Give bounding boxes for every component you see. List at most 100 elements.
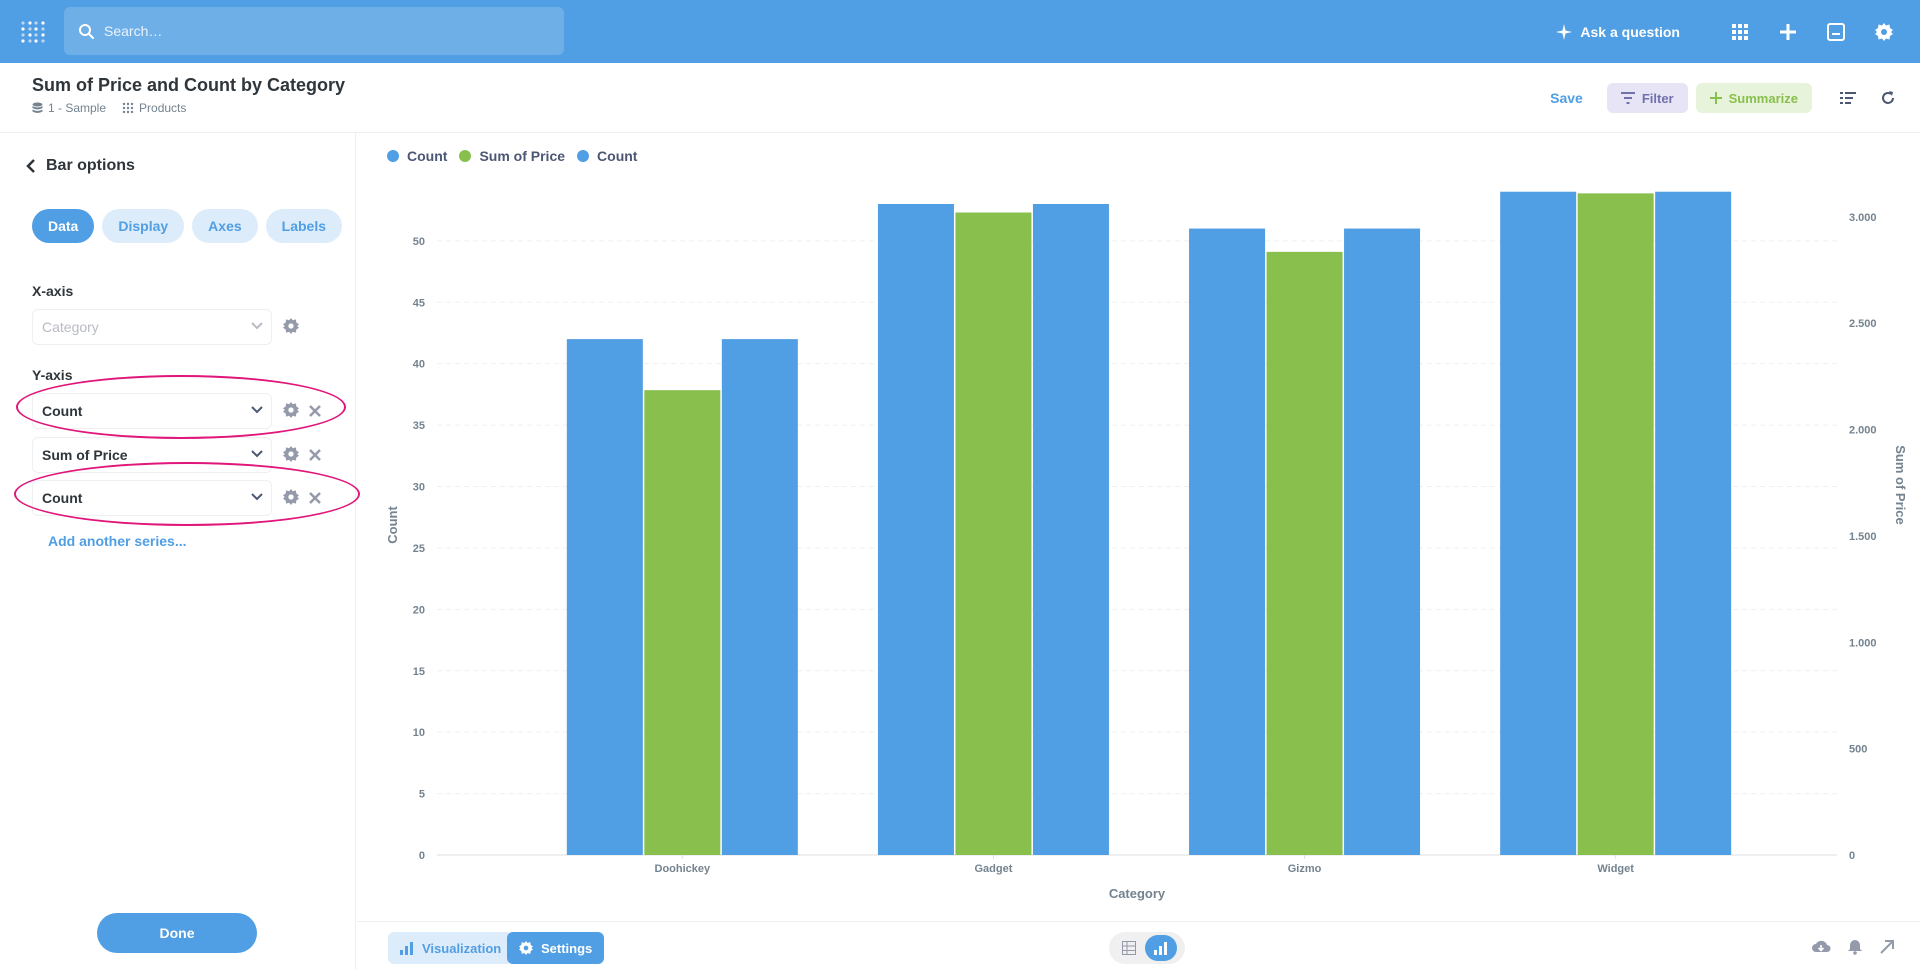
table-icon [1122, 941, 1136, 955]
add-series-button[interactable]: Add another series... [48, 533, 187, 549]
gear-icon [519, 941, 533, 955]
question-header: Sum of Price and Count by Category 1 - S… [0, 63, 1920, 133]
tab-axes[interactable]: Axes [192, 209, 258, 243]
y-series-value-1: Count [42, 403, 83, 419]
tab-data[interactable]: Data [32, 209, 95, 243]
y-series-2-remove-icon[interactable] [309, 449, 321, 461]
notebook-icon [1840, 92, 1856, 104]
y-tick-label: 0 [419, 850, 425, 862]
viz-settings-sidebar: Bar options Data Display Axes Labels X-a… [0, 133, 360, 970]
visualization-button[interactable]: Visualization [388, 932, 514, 964]
legend-item[interactable]: Count [577, 148, 637, 164]
y-series-2-gear-icon[interactable] [283, 446, 299, 462]
bar [1266, 251, 1343, 855]
y-series-1-remove-icon[interactable] [309, 405, 321, 417]
tab-display[interactable]: Display [102, 209, 185, 243]
x-tick-label: Doohickey [655, 863, 712, 875]
alert-button[interactable] [1842, 934, 1868, 960]
y-series-3-remove-icon[interactable] [309, 492, 321, 504]
bar [1032, 204, 1109, 855]
bar [644, 390, 721, 855]
back-label: Bar options [46, 157, 135, 174]
visualization-label: Visualization [422, 940, 502, 956]
download-button[interactable] [1808, 934, 1834, 960]
chart-view-toggle[interactable] [1145, 935, 1177, 961]
legend-item[interactable]: Sum of Price [459, 148, 565, 164]
chevron-left-icon [26, 159, 35, 173]
ask-question-button[interactable]: Ask a question [1556, 23, 1680, 40]
y2-tick-label: 2.500 [1849, 318, 1877, 330]
y-series-value-3: Count [42, 490, 83, 506]
expand-arrow-icon [1880, 940, 1894, 954]
bar [877, 204, 954, 855]
back-to-viz-button[interactable]: Bar options [26, 157, 135, 175]
x-tick-label: Widget [1597, 863, 1634, 875]
search-bar[interactable] [64, 7, 564, 55]
top-nav: Ask a question [0, 0, 1920, 63]
breadcrumb-table[interactable]: Products [122, 101, 186, 115]
done-button[interactable]: Done [97, 913, 257, 953]
y-series-3-gear-icon[interactable] [283, 489, 299, 505]
legend-item[interactable]: Count [387, 148, 447, 164]
x-axis-gear-icon[interactable] [283, 318, 299, 334]
chart-legend: Count Sum of Price Count [387, 148, 649, 164]
y2-tick-label: 2.000 [1849, 425, 1877, 437]
y-axis-heading: Y-axis [32, 367, 73, 383]
show-editor-button[interactable] [1828, 78, 1868, 118]
legend-dot-icon [387, 150, 399, 162]
bar [1500, 191, 1577, 855]
y-tick-label: 35 [413, 420, 425, 432]
refresh-icon [1882, 91, 1894, 104]
bar-chart-icon [1154, 942, 1167, 955]
y-series-select-3[interactable]: Count [32, 480, 272, 516]
y-tick-label: 30 [413, 482, 425, 494]
y2-tick-label: 3.000 [1849, 212, 1877, 224]
bar [955, 212, 1032, 856]
terminal-icon [1827, 22, 1845, 41]
y-series-1-gear-icon[interactable] [283, 402, 299, 418]
settings-tabs: Data Display Axes Labels [32, 209, 350, 243]
bar [1344, 228, 1421, 855]
bar-chart: 0510152025303540455005001.0001.5002.0002… [385, 191, 1908, 901]
gear-icon [1875, 22, 1893, 41]
y-tick-label: 10 [413, 727, 425, 739]
y2-tick-label: 1.000 [1849, 637, 1877, 649]
filter-button[interactable]: Filter [1606, 83, 1688, 113]
table-view-toggle[interactable] [1113, 935, 1145, 961]
bell-icon [1848, 940, 1862, 955]
x-axis-select[interactable]: Category [32, 309, 272, 345]
search-input[interactable] [104, 23, 544, 39]
y2-axis-label: Sum of Price [1893, 445, 1908, 524]
settings-footer-button[interactable]: Settings [507, 932, 605, 964]
breadcrumb-database[interactable]: 1 - Sample [32, 101, 106, 115]
legend-dot-icon [459, 150, 472, 162]
save-button[interactable]: Save [1550, 90, 1583, 106]
sql-editor-button[interactable] [1812, 0, 1860, 63]
question-title[interactable]: Sum of Price and Count by Category [32, 75, 346, 95]
bar-chart-icon [400, 942, 413, 955]
chart-area: 0 5 10 15 20 25 30 35 40 45 50 0 500 1.000 1.500 2.000 2… [357, 133, 1920, 921]
legend-label: Sum of Price [479, 148, 566, 164]
summarize-button[interactable]: Summarize [1695, 83, 1812, 113]
new-button[interactable] [1764, 0, 1812, 63]
x-axis-value: Category [42, 319, 99, 335]
x-axis-label: Category [1109, 886, 1166, 901]
refresh-button[interactable] [1868, 78, 1908, 118]
ask-question-label: Ask a question [1580, 23, 1680, 40]
share-button[interactable] [1874, 934, 1900, 960]
y-tick-label: 20 [413, 604, 425, 616]
apps-grid-button[interactable] [1716, 0, 1764, 63]
tab-labels[interactable]: Labels [265, 209, 342, 243]
metabase-logo-icon[interactable] [20, 20, 46, 44]
database-icon [32, 102, 43, 113]
legend-dot-icon [577, 150, 590, 162]
bar [721, 339, 798, 855]
chevron-down-icon [251, 322, 263, 330]
y-series-select-2[interactable]: Sum of Price [32, 437, 272, 473]
filter-icon [1620, 92, 1635, 104]
chevron-down-icon [251, 406, 263, 414]
bar [1577, 193, 1654, 856]
settings-button[interactable] [1860, 0, 1908, 63]
y-series-select-1[interactable]: Count [32, 393, 272, 429]
chevron-down-icon [251, 450, 263, 458]
